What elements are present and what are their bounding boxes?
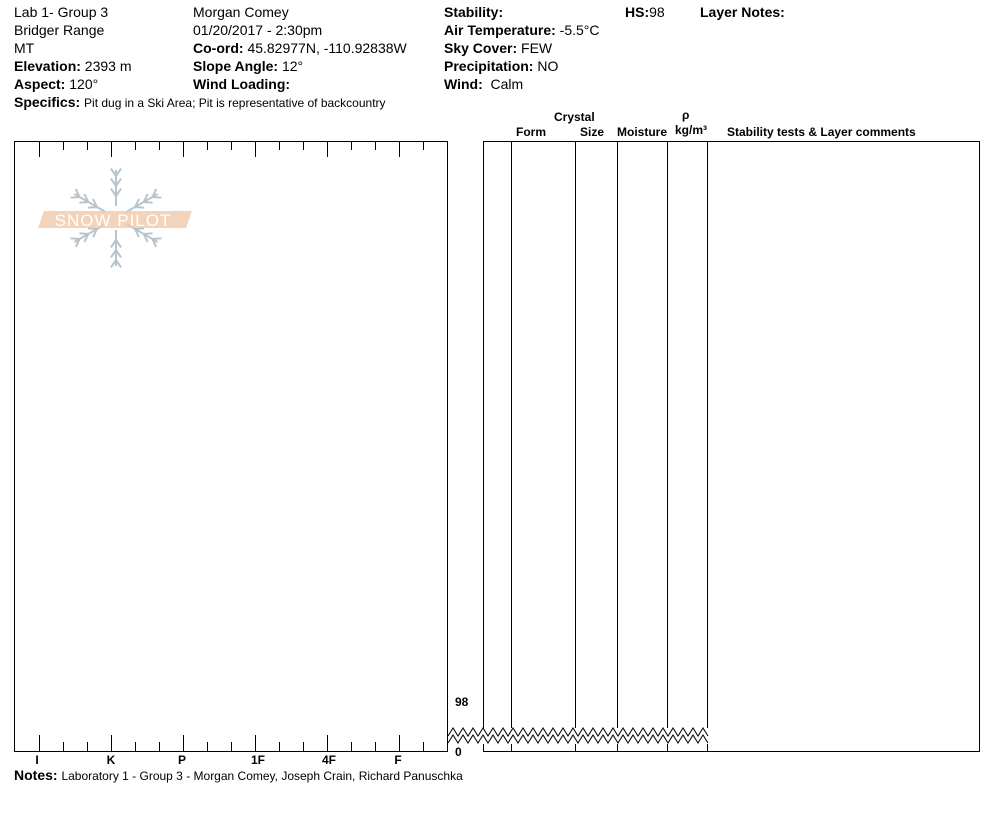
col-form: Form (516, 125, 546, 139)
depth-bottom-label: 0 (455, 745, 462, 759)
air-temperature: Air Temperature: -5.5°C (444, 22, 600, 38)
depth-break-zigzag (447, 734, 709, 744)
hardness-label-i: I (35, 753, 39, 767)
hardness-label-4f: 4F (321, 753, 337, 767)
aspect: Aspect: 120° (14, 76, 99, 92)
specifics: Specifics: Pit dug in a Ski Area; Pit is… (14, 94, 386, 110)
slope-angle: Slope Angle: 12° (193, 58, 304, 74)
layer-table-box (483, 141, 980, 752)
datetime: 01/20/2017 - 2:30pm (193, 22, 323, 38)
depth-top-label: 98 (455, 695, 469, 709)
notes: Notes: Laboratory 1 - Group 3 - Morgan C… (14, 767, 463, 783)
col-crystal: Crystal (554, 110, 595, 124)
coord: Co-ord: 45.82977N, -110.92838W (193, 40, 407, 56)
depth-break-zigzag (447, 727, 709, 737)
col-moisture: Moisture (617, 125, 668, 139)
column-dividers (511, 141, 708, 751)
wind: Wind: Calm (444, 76, 524, 92)
elevation: Elevation: 2393 m (14, 58, 132, 74)
snowflake-logo-icon (70, 168, 162, 268)
observer: Morgan Comey (193, 4, 289, 20)
layer-notes: Layer Notes: (700, 4, 785, 20)
hs: HS:98 (625, 4, 665, 20)
col-rho: ρ (682, 108, 690, 122)
svg-text:SNOW PILOT: SNOW PILOT (55, 211, 172, 230)
col-size: Size (580, 125, 605, 139)
col-density: kg/m³ (675, 123, 708, 137)
wind-loading: Wind Loading: (193, 76, 291, 92)
col-comments: Stability tests & Layer comments (727, 125, 916, 139)
sky-cover: Sky Cover: FEW (444, 40, 553, 56)
range: Bridger Range (14, 22, 105, 38)
precipitation: Precipitation: NO (444, 58, 559, 74)
pit-title: Lab 1- Group 3 (14, 4, 109, 20)
hardness-label-f: F (394, 753, 402, 767)
hardness-label-k: K (106, 753, 116, 767)
hardness-label-p: P (177, 753, 187, 767)
snowpilot-logo: SNOW PILOT (38, 211, 192, 230)
hardness-label-1f: 1F (250, 753, 266, 767)
state: MT (14, 40, 35, 56)
stability: Stability: (444, 4, 504, 20)
